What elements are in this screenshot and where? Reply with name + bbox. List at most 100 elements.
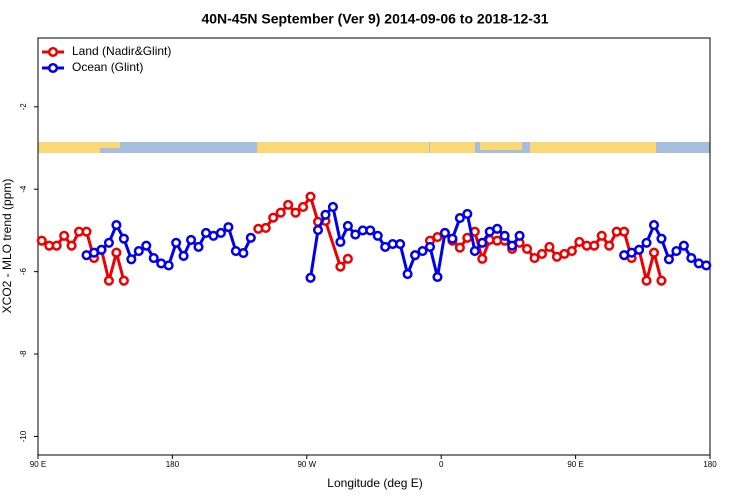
data-point bbox=[141, 240, 152, 251]
data-point bbox=[469, 245, 480, 257]
data-point bbox=[566, 245, 577, 257]
data-point bbox=[327, 201, 338, 212]
x-axis-label: Longitude (deg E) bbox=[327, 476, 422, 490]
data-point bbox=[51, 240, 62, 251]
y-tick-label: -8 bbox=[19, 350, 28, 358]
data-point bbox=[402, 269, 413, 280]
data-point bbox=[522, 243, 533, 255]
data-point bbox=[245, 232, 256, 243]
data-point bbox=[454, 242, 465, 253]
data-point bbox=[178, 250, 189, 262]
data-point bbox=[148, 252, 159, 264]
data-point bbox=[96, 244, 107, 255]
data-point bbox=[111, 220, 122, 231]
data-point bbox=[656, 275, 667, 286]
series-line bbox=[40, 193, 663, 282]
data-point bbox=[103, 237, 114, 248]
data-point bbox=[290, 207, 301, 218]
legend-label: Ocean (Glint) bbox=[72, 60, 143, 74]
data-point bbox=[350, 229, 361, 240]
data-point bbox=[118, 275, 129, 286]
data-point bbox=[648, 247, 660, 258]
data-point bbox=[193, 241, 204, 252]
data-point bbox=[499, 230, 510, 241]
data-point bbox=[529, 252, 540, 264]
data-point bbox=[492, 223, 503, 234]
data-point bbox=[439, 227, 450, 238]
data-point bbox=[305, 191, 316, 202]
data-point bbox=[320, 209, 331, 220]
data-point bbox=[604, 240, 615, 251]
data-point bbox=[66, 240, 77, 251]
data-point bbox=[477, 253, 488, 264]
chart-title: 40N-45N September (Ver 9) 2014-09-06 to … bbox=[201, 11, 548, 27]
data-point bbox=[268, 212, 279, 223]
data-point bbox=[260, 222, 271, 234]
data-point bbox=[589, 240, 600, 251]
data-point bbox=[574, 236, 585, 248]
x-tick-label: 180 bbox=[166, 460, 180, 469]
data-point bbox=[81, 226, 92, 237]
data-point bbox=[641, 275, 652, 286]
y-tick-label: -4 bbox=[19, 185, 28, 193]
data-point bbox=[275, 207, 286, 218]
x-tick-label: 90 E bbox=[567, 460, 583, 469]
data-point bbox=[536, 248, 548, 259]
data-point bbox=[365, 225, 376, 236]
data-point bbox=[447, 233, 458, 244]
data-point bbox=[133, 245, 144, 257]
y-axis-label: XCO2 - MLO trend (ppm) bbox=[0, 179, 14, 314]
data-point bbox=[342, 253, 353, 264]
data-point bbox=[454, 213, 465, 224]
data-point bbox=[641, 237, 652, 248]
data-point bbox=[432, 271, 443, 283]
data-point bbox=[305, 272, 316, 283]
data-point bbox=[686, 252, 697, 264]
data-point bbox=[126, 254, 137, 265]
data-point bbox=[298, 201, 309, 212]
data-point bbox=[671, 245, 682, 257]
data-point bbox=[59, 230, 70, 241]
data-point bbox=[283, 199, 294, 210]
data-point bbox=[372, 230, 383, 241]
data-point bbox=[701, 260, 712, 271]
plot-frame bbox=[37, 37, 711, 456]
data-point bbox=[477, 237, 488, 248]
data-point bbox=[596, 230, 607, 241]
y-tick-label: -2 bbox=[19, 103, 28, 111]
data-point bbox=[111, 247, 122, 258]
data-point bbox=[648, 220, 660, 231]
x-tick-label: 90 E bbox=[30, 460, 46, 469]
data-point bbox=[171, 237, 182, 248]
data-point bbox=[432, 231, 443, 243]
data-point bbox=[656, 233, 667, 244]
data-point bbox=[36, 235, 47, 246]
data-point bbox=[619, 226, 630, 237]
legend-label: Land (Nadir&Glint) bbox=[72, 44, 171, 58]
data-point bbox=[663, 254, 674, 265]
data-point bbox=[312, 224, 324, 236]
x-tick-label: 90 W bbox=[297, 460, 316, 469]
data-point bbox=[186, 234, 197, 245]
data-point bbox=[163, 260, 174, 271]
legend-marker bbox=[47, 62, 59, 74]
y-tick-label: -10 bbox=[19, 430, 28, 442]
data-point bbox=[103, 275, 114, 286]
data-point bbox=[678, 240, 689, 251]
data-point bbox=[634, 244, 645, 255]
data-point bbox=[223, 222, 234, 233]
data-point bbox=[424, 241, 436, 252]
data-point bbox=[544, 241, 555, 252]
data-point bbox=[215, 227, 226, 238]
data-point bbox=[342, 220, 353, 231]
data-point bbox=[118, 233, 129, 244]
legend-marker bbox=[47, 46, 59, 58]
data-point bbox=[417, 245, 428, 257]
data-point bbox=[514, 230, 525, 241]
data-point bbox=[238, 248, 249, 259]
data-point bbox=[507, 240, 518, 251]
x-tick-label: 180 bbox=[703, 460, 717, 469]
data-point bbox=[335, 236, 346, 248]
y-tick-label: -6 bbox=[19, 268, 28, 276]
